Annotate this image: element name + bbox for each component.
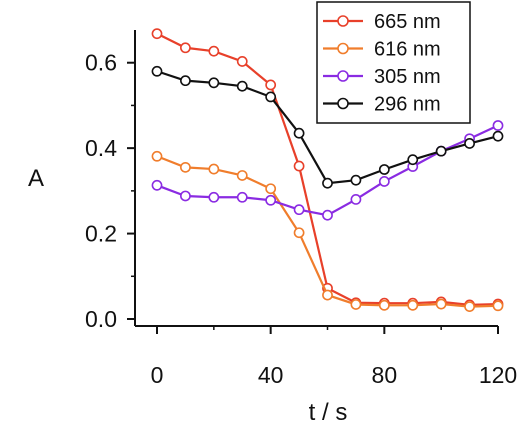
x-axis-title: t / s — [309, 399, 348, 426]
data-point — [236, 191, 248, 203]
data-point — [151, 28, 163, 40]
data-point — [322, 209, 333, 221]
data-point — [322, 289, 333, 301]
axes: 0 40 80 120 0.0 0.2 0.4 0.6 — [85, 30, 517, 388]
data-point — [236, 80, 248, 92]
series-line — [156, 124, 499, 217]
x-tick-label: 40 — [258, 362, 284, 388]
series-layer — [151, 28, 504, 313]
legend: 665 nm 616 nm 305 nm 296 nm — [316, 1, 471, 124]
data-point — [407, 299, 419, 311]
data-point — [464, 138, 475, 149]
data-point — [208, 163, 220, 175]
legend-label: 296 nm — [374, 94, 441, 116]
data-point — [208, 191, 220, 203]
x-tick-label: 120 — [479, 362, 517, 388]
legend-item: 305 nm — [323, 66, 441, 88]
data-point — [151, 179, 163, 191]
y-tick-label: 0.6 — [85, 50, 117, 76]
legend-swatch-marker — [337, 97, 349, 110]
data-point — [435, 298, 447, 310]
data-point — [236, 170, 248, 181]
data-point — [265, 183, 277, 195]
data-point — [180, 75, 191, 87]
data-point — [435, 145, 447, 157]
data-point — [378, 299, 390, 311]
y-tick-label: 0.0 — [85, 306, 117, 332]
data-point — [350, 299, 362, 310]
data-point — [293, 160, 305, 172]
data-point — [180, 190, 191, 202]
data-point — [208, 77, 220, 89]
legend-swatch-marker — [337, 42, 349, 55]
series-group — [151, 65, 504, 189]
data-point — [293, 227, 305, 239]
legend-label: 665 nm — [374, 11, 441, 33]
data-point — [236, 56, 248, 67]
legend-label: 616 nm — [374, 39, 441, 61]
x-tick-label: 80 — [372, 362, 398, 388]
data-point — [464, 301, 475, 313]
data-point — [265, 194, 277, 206]
legend-label: 305 nm — [374, 66, 441, 88]
legend-swatch-marker — [337, 15, 349, 27]
data-point — [492, 130, 504, 142]
data-point — [151, 150, 163, 162]
data-point — [265, 79, 277, 91]
y-axis-title: A — [28, 165, 44, 192]
data-point — [151, 65, 163, 77]
data-point — [492, 300, 504, 312]
data-point — [350, 193, 362, 205]
legend-item: 296 nm — [323, 94, 441, 116]
data-point — [492, 120, 504, 131]
data-point — [322, 177, 333, 189]
series-group — [151, 120, 504, 221]
series-group — [151, 150, 504, 313]
data-point — [180, 42, 191, 54]
legend-item: 665 nm — [323, 11, 441, 33]
data-point — [378, 176, 390, 187]
data-point — [208, 45, 220, 57]
y-tick-label: 0.4 — [85, 135, 117, 161]
data-point — [265, 91, 277, 103]
x-tick-label: 0 — [151, 362, 164, 388]
legend-item: 616 nm — [323, 39, 441, 61]
data-point — [180, 161, 191, 173]
data-point — [293, 127, 305, 139]
data-point — [350, 174, 362, 186]
y-tick-label: 0.2 — [85, 221, 117, 247]
data-point — [407, 154, 419, 166]
data-point — [293, 204, 305, 216]
data-point — [378, 164, 390, 175]
legend-swatch-marker — [337, 70, 349, 82]
